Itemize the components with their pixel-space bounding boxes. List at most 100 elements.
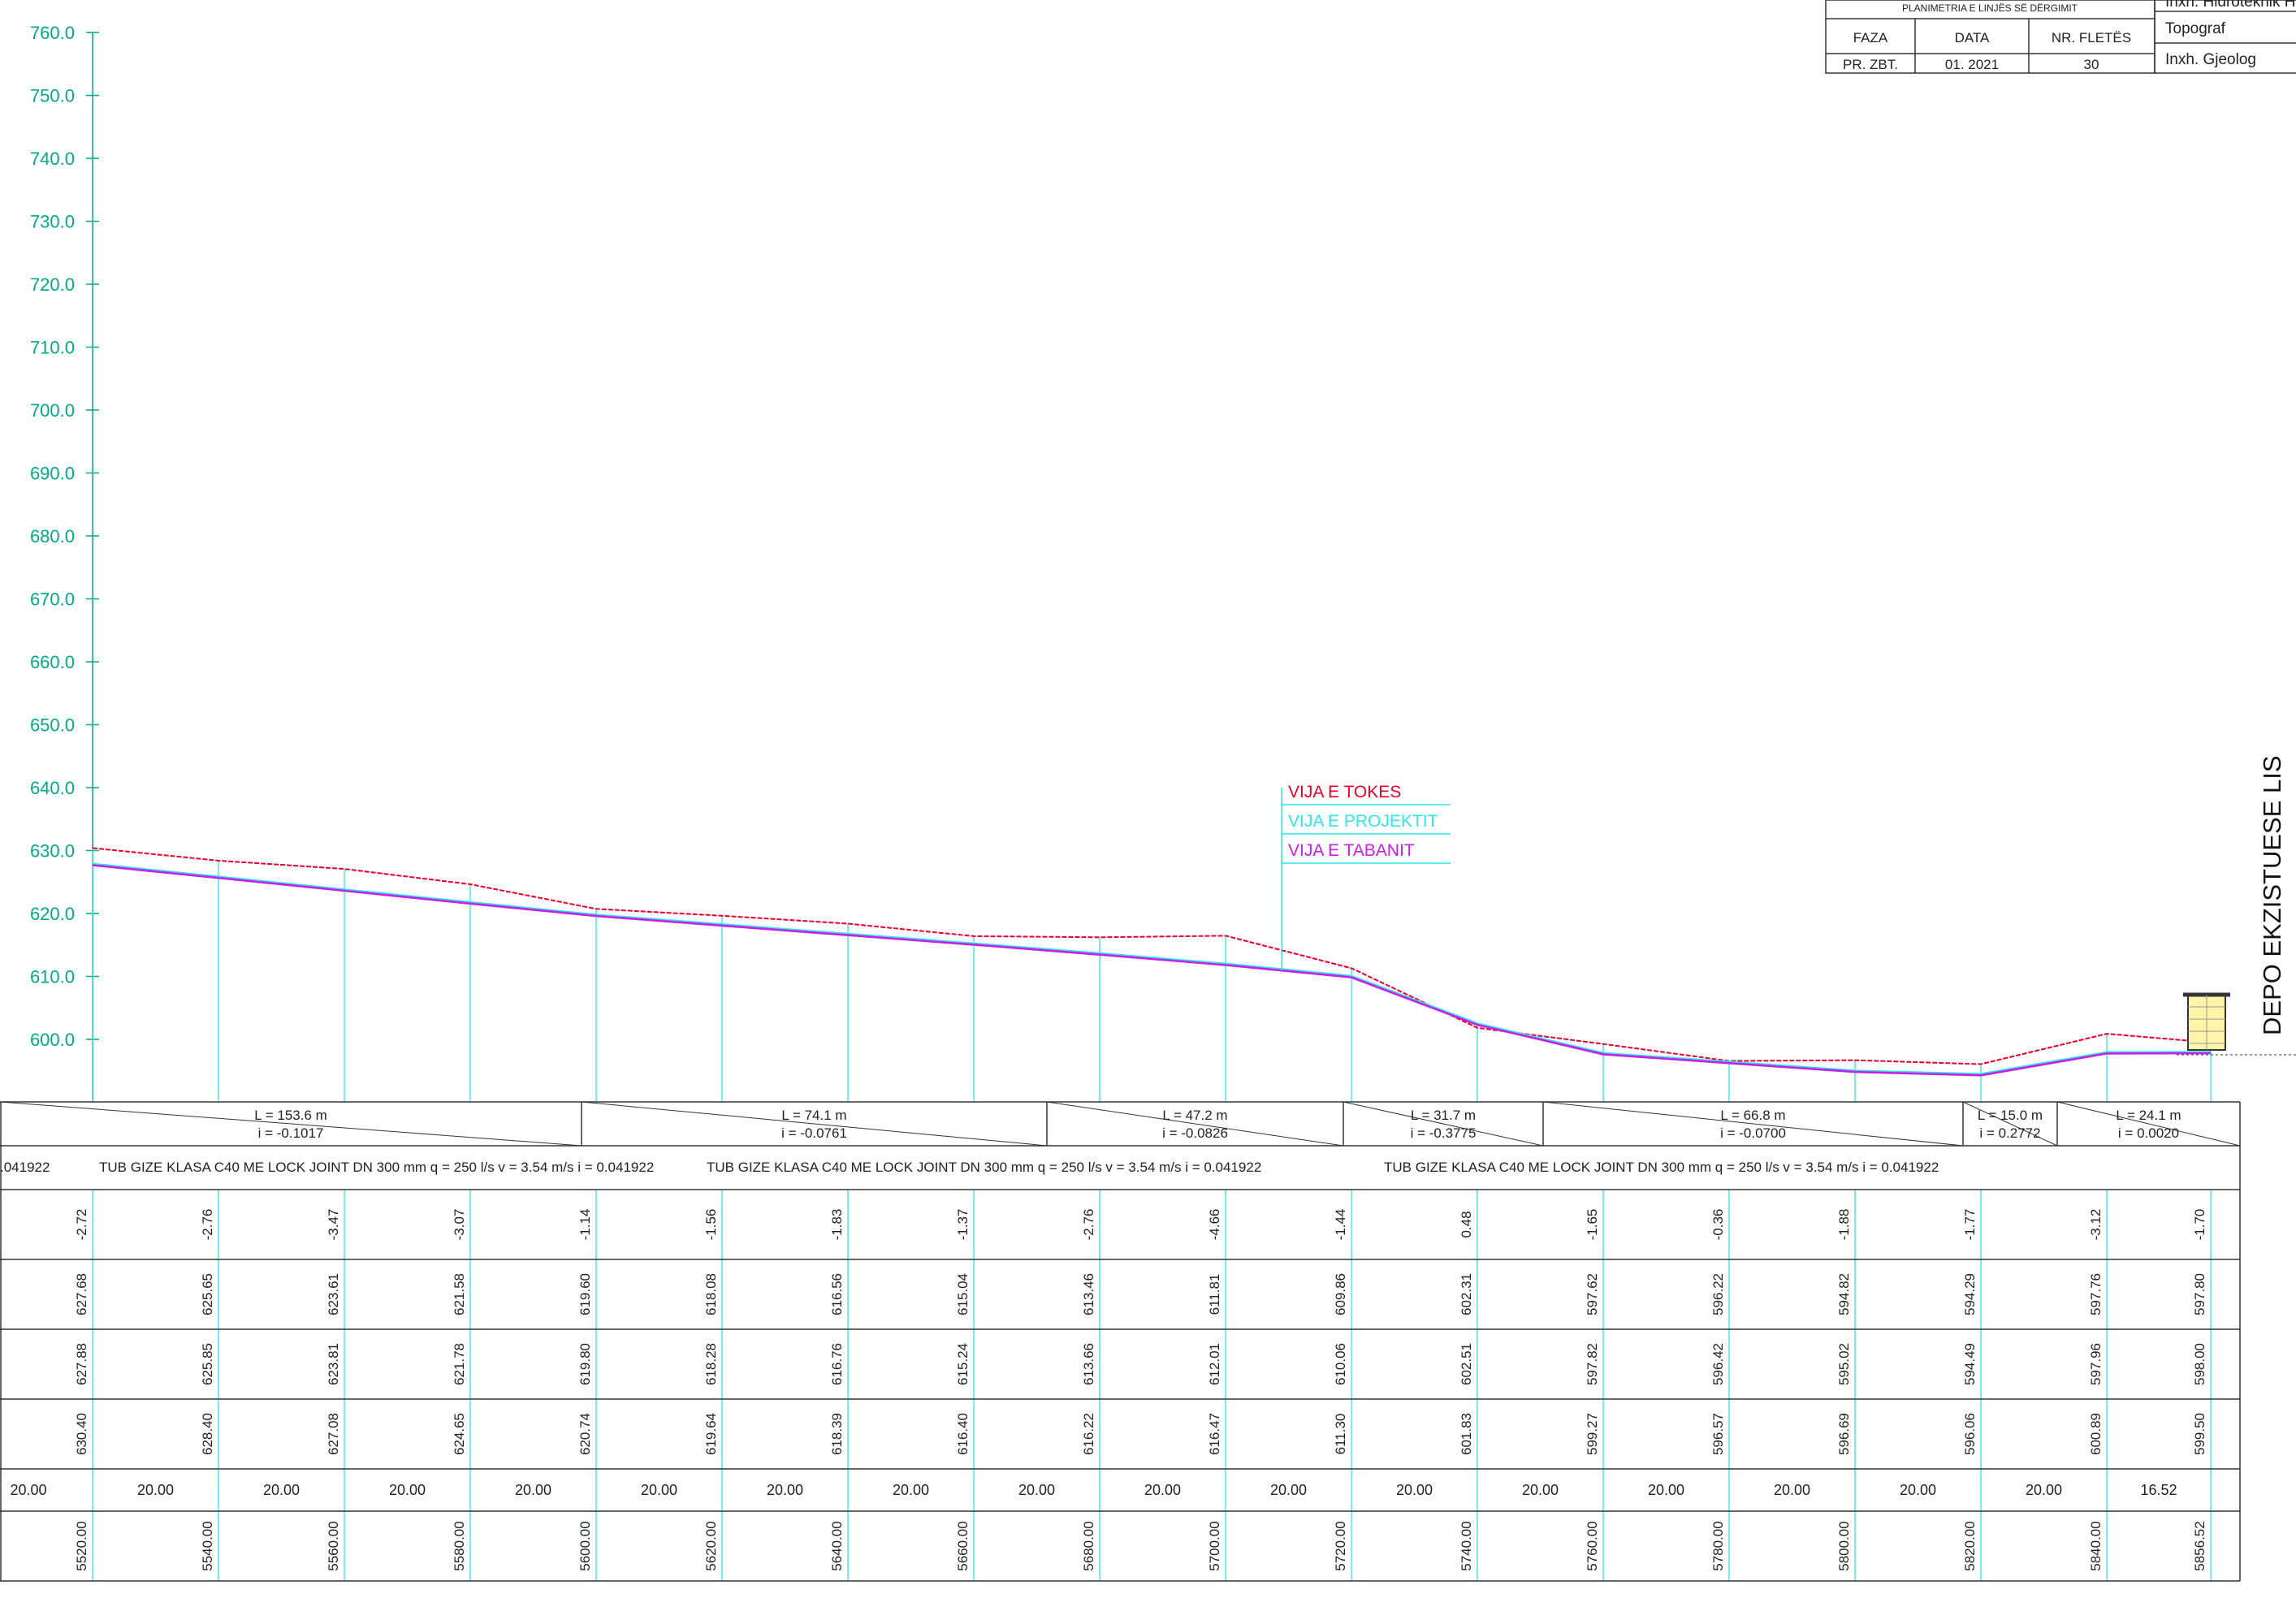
- chainage-value: 5740.00: [1459, 1521, 1474, 1570]
- project-line: [92, 862, 2212, 1076]
- project-value: 615.24: [955, 1343, 971, 1385]
- invert-line: [92, 864, 2212, 1077]
- y-tick-label: 700.0: [30, 400, 75, 421]
- chainage-value: 5600.00: [577, 1521, 593, 1570]
- ground-value: 627.08: [326, 1413, 341, 1455]
- station-lines: [92, 848, 2212, 1581]
- distance-value: 20.00: [1144, 1482, 1181, 1498]
- chainage-value: 5540.00: [200, 1521, 215, 1570]
- depth-value: -3.07: [452, 1209, 467, 1241]
- pipe-desc-2: TUB GIZE KLASA C40 ME LOCK JOINT DN 300 …: [707, 1160, 1261, 1175]
- y-tick-label: 610.0: [30, 967, 75, 987]
- project-value: 618.28: [703, 1343, 719, 1385]
- segment-length: L = 74.1 m: [781, 1108, 846, 1123]
- invert-value: 597.80: [2192, 1273, 2207, 1315]
- distance-value: 20.00: [1900, 1482, 1936, 1498]
- distance-value: 16.52: [2140, 1482, 2177, 1498]
- segment-length: L = 24.1 m: [2116, 1108, 2181, 1123]
- ground-value: 611.30: [1333, 1414, 1348, 1455]
- chainage-value: 5720.00: [1333, 1521, 1348, 1570]
- ground-value: 616.47: [1207, 1413, 1222, 1455]
- invert-value: 597.76: [2088, 1273, 2104, 1315]
- chainage-value: 5640.00: [829, 1521, 845, 1570]
- depth-value: -1.65: [1585, 1209, 1600, 1241]
- y-axis: 760.0 750.0 740.0 730.0 720.0 710.0 700.0 690.0…: [30, 23, 99, 1102]
- project-value: 597.96: [2088, 1343, 2104, 1385]
- y-tick-label: 650.0: [30, 715, 75, 736]
- legend-project: VIJA E PROJEKTIT: [1288, 812, 1438, 831]
- chainage-value: 5760.00: [1585, 1521, 1600, 1570]
- y-tick-label: 680.0: [30, 526, 75, 546]
- distance-value: 20.00: [1522, 1482, 1559, 1498]
- segment-length: L = 66.8 m: [1720, 1108, 1785, 1123]
- segment-slope-value: i = -0.0761: [781, 1125, 847, 1141]
- invert-value: 613.46: [1081, 1273, 1096, 1315]
- project-value: 594.49: [1962, 1343, 1978, 1385]
- ground-value: 616.40: [955, 1413, 971, 1455]
- y-tick-label: 730.0: [30, 212, 75, 232]
- distance-value: 20.00: [1270, 1482, 1307, 1498]
- pipe-desc-1: TUB GIZE KLASA C40 ME LOCK JOINT DN 300 …: [99, 1160, 654, 1175]
- depth-value: -4.66: [1207, 1209, 1222, 1241]
- invert-value: 623.61: [326, 1273, 341, 1315]
- ground-value: 619.64: [703, 1413, 719, 1455]
- side-label: DEPO EKZISTUESE LIS: [2258, 755, 2286, 1035]
- depth-value: -1.14: [577, 1209, 593, 1241]
- role-gjeolog: Inxh. Gjeolog: [2165, 51, 2256, 68]
- chainage-value: 5560.00: [326, 1521, 341, 1570]
- y-tick-label: 640.0: [30, 778, 75, 798]
- chainage-value: 5680.00: [1081, 1521, 1096, 1570]
- chainage-value: 5840.00: [2088, 1521, 2104, 1570]
- distance-value: 20.00: [10, 1482, 46, 1498]
- project-value: 612.01: [1207, 1343, 1222, 1385]
- depth-value: 0.48: [1459, 1211, 1474, 1237]
- distance-value: 20.00: [1648, 1482, 1684, 1498]
- project-value: 623.81: [326, 1343, 341, 1385]
- project-value: 602.51: [1459, 1343, 1474, 1385]
- segment-slope: [1046, 1101, 1344, 1147]
- title-col-data: DATA: [1955, 30, 1990, 45]
- title-val-nr: 30: [2084, 57, 2099, 72]
- ground-value: 616.22: [1081, 1413, 1096, 1455]
- segment-length: L = 31.7 m: [1411, 1108, 1476, 1123]
- invert-value: 594.29: [1962, 1273, 1978, 1315]
- distance-value: 20.00: [767, 1482, 803, 1498]
- segment-slope: [0, 1101, 582, 1147]
- title-block-heading: PLANIMETRIA E LINJËS SË DËRGIMIT: [1902, 2, 2078, 14]
- pipe-desc-fragment: .041922: [0, 1160, 50, 1175]
- y-tick-label: 620.0: [30, 904, 75, 924]
- project-value: 595.02: [1836, 1343, 1852, 1385]
- y-tick-label: 670.0: [30, 590, 75, 610]
- project-value: 621.78: [452, 1343, 467, 1385]
- y-tick-label: 660.0: [30, 652, 75, 672]
- depth-value: -3.12: [2088, 1209, 2104, 1241]
- y-tick-label: 630.0: [30, 841, 75, 862]
- project-value: 616.76: [829, 1343, 845, 1385]
- invert-value: 615.04: [955, 1273, 971, 1315]
- segment-slope: [1343, 1101, 1544, 1147]
- depth-value: -1.44: [1333, 1209, 1348, 1241]
- chainage-value: 5780.00: [1710, 1521, 1726, 1570]
- invert-value: 616.56: [829, 1273, 845, 1315]
- distance-value: 20.00: [1018, 1482, 1055, 1498]
- depth-value: -1.77: [1962, 1209, 1978, 1241]
- y-tick-label: 710.0: [30, 338, 75, 358]
- depth-value: -1.88: [1836, 1209, 1852, 1241]
- ground-value: 596.57: [1710, 1413, 1726, 1455]
- depth-value: -2.76: [1081, 1209, 1096, 1241]
- invert-value: 625.65: [200, 1273, 215, 1315]
- project-value: 597.82: [1585, 1343, 1600, 1385]
- distance-value: 20.00: [263, 1482, 300, 1498]
- chainage-value: 5820.00: [1962, 1521, 1978, 1570]
- project-value: 610.06: [1333, 1343, 1348, 1385]
- chainage-value: 5520.00: [74, 1521, 89, 1570]
- project-value: 598.00: [2192, 1343, 2207, 1385]
- distance-value: 20.00: [515, 1482, 551, 1498]
- ground-value: 618.39: [829, 1413, 845, 1455]
- depth-value: -1.56: [703, 1209, 719, 1241]
- y-tick-label: 740.0: [30, 149, 75, 169]
- legend-ground: VIJA E TOKES: [1288, 783, 1401, 801]
- segment-length: L = 153.6 m: [254, 1108, 327, 1123]
- ground-value: 599.50: [2192, 1413, 2207, 1455]
- project-value: 627.88: [74, 1343, 89, 1385]
